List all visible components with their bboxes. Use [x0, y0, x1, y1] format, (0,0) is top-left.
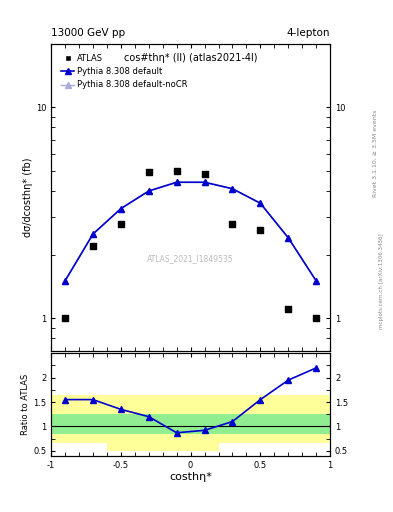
Text: Rivet 3.1.10, ≥ 3.5M events: Rivet 3.1.10, ≥ 3.5M events — [373, 110, 378, 197]
Point — [202, 170, 208, 178]
Bar — [274, 414, 330, 434]
Legend: ATLAS, Pythia 8.308 default, Pythia 8.308 default-noCR: ATLAS, Pythia 8.308 default, Pythia 8.30… — [58, 51, 191, 93]
Text: ATLAS_2021_I1849535: ATLAS_2021_I1849535 — [147, 254, 234, 263]
Point — [145, 168, 152, 177]
Point — [285, 305, 292, 313]
Point — [230, 220, 236, 228]
Point — [313, 314, 319, 322]
Text: cos#thη* (ll) (atlas2021-4l): cos#thη* (ll) (atlas2021-4l) — [124, 53, 257, 63]
X-axis label: costhη*: costhη* — [169, 472, 212, 482]
Y-axis label: Ratio to ATLAS: Ratio to ATLAS — [21, 374, 30, 435]
Bar — [163, 395, 191, 451]
Y-axis label: dσ/dcosthη* (fb): dσ/dcosthη* (fb) — [23, 157, 33, 237]
Bar — [246, 395, 274, 443]
Point — [118, 220, 124, 228]
Bar — [107, 395, 135, 451]
Bar — [191, 395, 219, 451]
Point — [257, 226, 263, 234]
Bar — [163, 414, 191, 434]
Bar — [219, 395, 246, 443]
Bar — [274, 395, 330, 443]
Bar — [219, 414, 246, 434]
Point — [90, 242, 96, 250]
Point — [62, 314, 68, 322]
Bar — [135, 414, 163, 434]
Text: 13000 GeV pp: 13000 GeV pp — [51, 28, 125, 38]
Text: mcplots.cern.ch [arXiv:1306.3436]: mcplots.cern.ch [arXiv:1306.3436] — [379, 234, 384, 329]
Bar — [191, 414, 219, 434]
Bar — [107, 414, 135, 434]
Bar — [51, 395, 107, 443]
Bar — [51, 414, 107, 434]
Bar — [246, 414, 274, 434]
Point — [173, 166, 180, 175]
Bar — [135, 395, 163, 451]
Text: 4-lepton: 4-lepton — [286, 28, 330, 38]
